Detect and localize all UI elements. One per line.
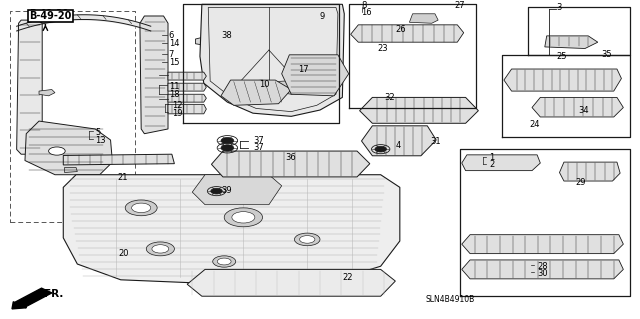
Circle shape: [147, 242, 174, 256]
Text: 28: 28: [537, 262, 548, 271]
Polygon shape: [559, 162, 620, 181]
Polygon shape: [462, 155, 540, 171]
Circle shape: [212, 256, 236, 267]
Text: 18: 18: [169, 90, 179, 99]
Polygon shape: [211, 151, 370, 177]
Polygon shape: [200, 4, 344, 116]
Circle shape: [152, 245, 169, 253]
Text: 31: 31: [430, 137, 440, 146]
Text: 2: 2: [489, 160, 495, 169]
Text: B-49-20: B-49-20: [29, 9, 69, 18]
Text: FR.: FR.: [44, 289, 63, 299]
FancyArrow shape: [12, 288, 52, 309]
Text: 23: 23: [378, 44, 388, 53]
Polygon shape: [234, 80, 269, 94]
Polygon shape: [17, 20, 42, 154]
Text: 37: 37: [253, 136, 264, 145]
Text: 6: 6: [169, 31, 174, 41]
Text: 34: 34: [579, 106, 589, 115]
Text: 30: 30: [537, 269, 548, 278]
Text: 14: 14: [169, 39, 179, 48]
Polygon shape: [168, 83, 206, 91]
Text: 4: 4: [396, 141, 401, 150]
Text: 9: 9: [320, 12, 325, 21]
Text: 5: 5: [95, 128, 100, 137]
Polygon shape: [65, 167, 77, 173]
Text: 11: 11: [169, 82, 179, 91]
Polygon shape: [168, 72, 206, 80]
Polygon shape: [187, 269, 396, 296]
Text: 12: 12: [172, 101, 182, 110]
Polygon shape: [360, 97, 478, 123]
Circle shape: [300, 236, 315, 243]
Polygon shape: [532, 97, 623, 117]
Text: 39: 39: [221, 186, 232, 195]
Text: 26: 26: [396, 25, 406, 34]
Polygon shape: [462, 235, 623, 254]
Text: 35: 35: [601, 50, 612, 59]
Text: 17: 17: [298, 64, 308, 73]
Text: 24: 24: [529, 120, 540, 129]
Text: B-49-20: B-49-20: [29, 11, 72, 21]
Polygon shape: [362, 126, 436, 156]
Polygon shape: [168, 94, 206, 102]
Polygon shape: [140, 16, 168, 134]
Polygon shape: [221, 80, 291, 105]
Polygon shape: [504, 69, 621, 91]
Text: 1: 1: [489, 153, 495, 162]
Circle shape: [224, 208, 262, 227]
Text: 22: 22: [342, 273, 353, 282]
Circle shape: [375, 146, 387, 152]
Polygon shape: [462, 260, 623, 279]
Polygon shape: [168, 104, 206, 114]
Circle shape: [221, 145, 234, 151]
Polygon shape: [63, 175, 400, 284]
Text: 15: 15: [169, 58, 179, 67]
Text: 7: 7: [169, 50, 174, 59]
Text: 29: 29: [575, 178, 586, 187]
Text: 37: 37: [253, 144, 264, 152]
Circle shape: [49, 147, 65, 155]
Text: 19: 19: [172, 109, 182, 118]
Circle shape: [221, 137, 234, 144]
Text: SLN4B4910B: SLN4B4910B: [426, 295, 475, 304]
Circle shape: [125, 200, 157, 216]
Polygon shape: [39, 90, 55, 96]
Text: 32: 32: [384, 93, 394, 102]
Text: 20: 20: [119, 249, 129, 258]
Polygon shape: [545, 36, 598, 48]
Polygon shape: [25, 121, 113, 175]
Text: 16: 16: [362, 8, 372, 17]
Text: 13: 13: [95, 136, 106, 145]
Circle shape: [294, 233, 320, 246]
Polygon shape: [410, 14, 438, 23]
Circle shape: [211, 188, 222, 194]
Text: 8: 8: [362, 1, 367, 11]
Polygon shape: [282, 55, 349, 96]
Polygon shape: [195, 36, 214, 45]
Circle shape: [232, 211, 255, 223]
Circle shape: [132, 203, 151, 212]
Text: 38: 38: [221, 31, 232, 41]
Text: 3: 3: [556, 3, 562, 12]
Polygon shape: [351, 25, 464, 42]
Text: 36: 36: [285, 153, 296, 162]
Polygon shape: [272, 80, 310, 94]
Text: 25: 25: [556, 52, 567, 61]
Polygon shape: [63, 154, 174, 165]
Circle shape: [218, 258, 231, 265]
Text: 21: 21: [117, 174, 127, 182]
Polygon shape: [192, 175, 282, 205]
Text: 10: 10: [259, 80, 270, 89]
Text: 27: 27: [454, 1, 465, 11]
